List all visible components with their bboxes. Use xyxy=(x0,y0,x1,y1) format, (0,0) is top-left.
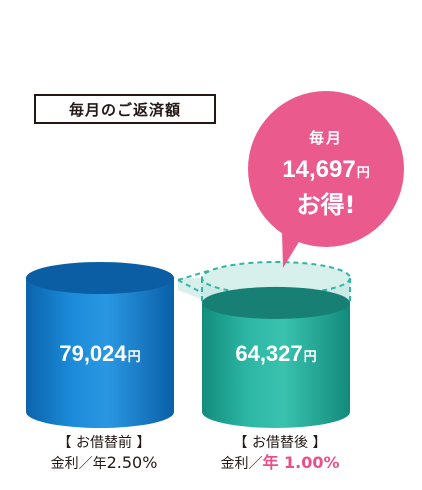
value-label-before: 79,024円 xyxy=(59,341,140,366)
bubble-line3: お得! xyxy=(297,191,356,219)
value-label-after: 64,327円 xyxy=(235,341,316,366)
bar-after xyxy=(202,286,350,428)
rate-label-after: 金利／年 1.00% xyxy=(220,453,340,472)
bar-before xyxy=(26,262,174,428)
bar-after-body xyxy=(202,302,350,428)
rate-label-before: 金利／年2.50% xyxy=(50,453,158,472)
bar-before-top xyxy=(26,262,174,294)
connector-fill xyxy=(178,278,208,302)
category-label-before: 【 お借替前 】 xyxy=(57,435,151,451)
category-label-after: 【 お借替後 】 xyxy=(233,435,327,451)
savings-bubble: 毎月 14,697円 お得! xyxy=(248,91,404,268)
bubble-line1: 毎月 xyxy=(309,129,343,147)
bubble-amount: 14,697円 xyxy=(282,156,369,183)
caption-after: 【 お借替後 】 金利／年 1.00% xyxy=(190,433,370,474)
bubble-circle xyxy=(248,91,404,247)
caption-before: 【 お借替前 】 金利／年2.50% xyxy=(14,433,194,474)
bubble-tail xyxy=(282,232,300,268)
bar-before-body xyxy=(26,278,174,428)
bar-after-top xyxy=(202,286,350,319)
chart-title: 毎月のご返済額 xyxy=(34,94,216,124)
